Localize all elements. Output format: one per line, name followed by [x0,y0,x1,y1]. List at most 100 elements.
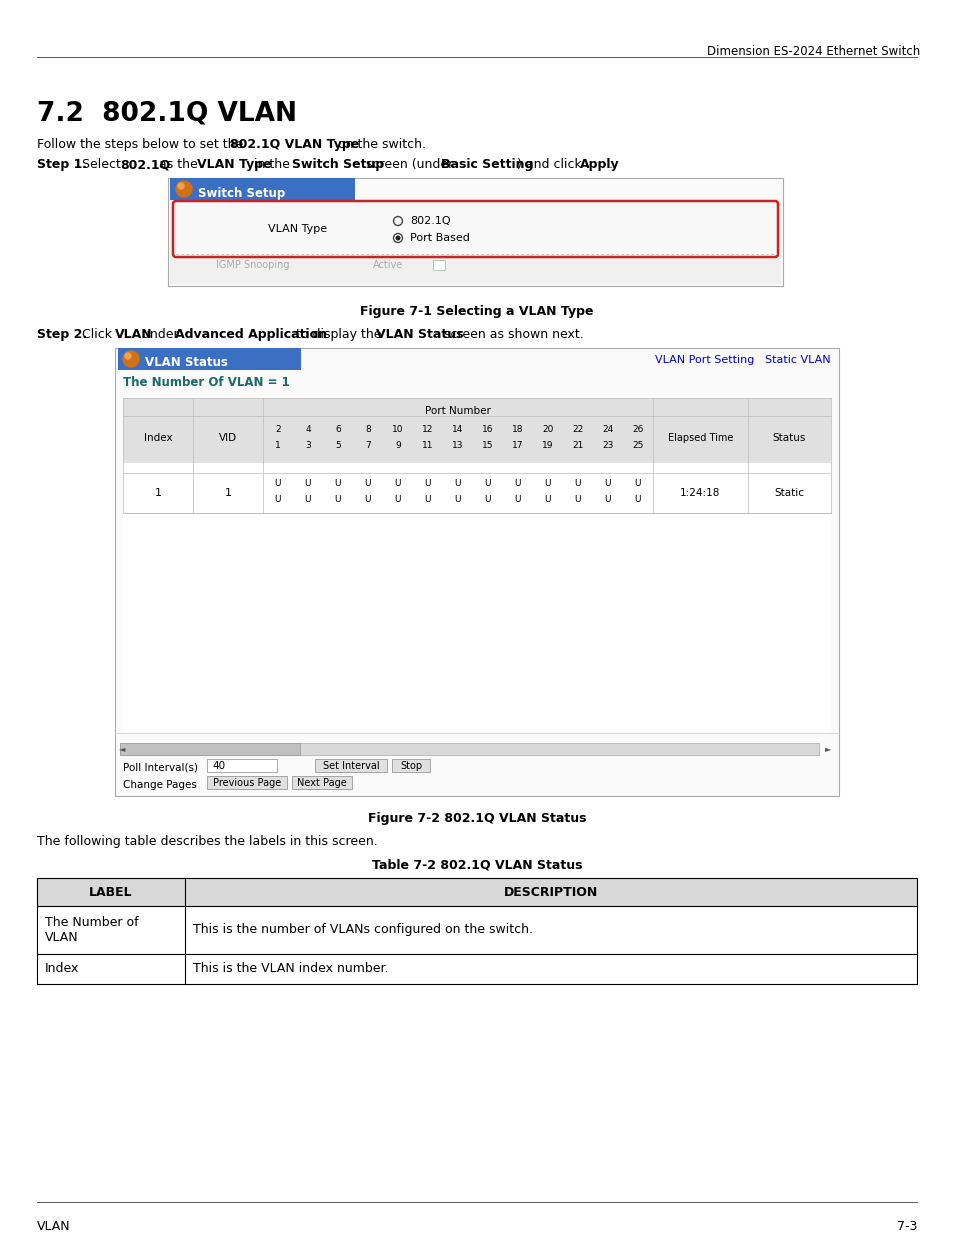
Text: VLAN: VLAN [114,329,152,341]
Text: U: U [455,478,460,488]
Text: The Number Of VLAN = 1: The Number Of VLAN = 1 [123,377,290,389]
Text: Figure 7-2 802.1Q VLAN Status: Figure 7-2 802.1Q VLAN Status [367,811,586,825]
Text: The Number of: The Number of [45,916,138,929]
Text: This is the number of VLANs configured on the switch.: This is the number of VLANs configured o… [193,924,533,936]
Circle shape [123,351,139,367]
Circle shape [178,183,184,189]
Text: under: under [138,329,183,341]
Text: DESCRIPTION: DESCRIPTION [503,885,598,899]
Text: ) and click: ) and click [517,158,585,170]
Bar [120,743,818,755]
Text: 1:24:18: 1:24:18 [679,488,720,498]
Text: Step 1.: Step 1. [37,158,87,170]
Text: U: U [304,478,311,488]
Text: U: U [574,478,580,488]
Circle shape [175,182,192,198]
Text: VLAN Port Setting: VLAN Port Setting [654,354,753,366]
Text: Basic Setting: Basic Setting [440,158,533,170]
Text: 802.1Q: 802.1Q [120,158,170,170]
Text: 1: 1 [224,488,232,498]
Text: 1: 1 [274,441,280,451]
Text: as the: as the [155,158,202,170]
Text: screen as shown next.: screen as shown next. [439,329,583,341]
Text: in the: in the [250,158,294,170]
Bar [118,348,301,370]
Text: U: U [364,478,371,488]
Text: 802.1Q: 802.1Q [410,216,450,226]
Circle shape [395,236,400,241]
FancyBboxPatch shape [172,201,778,257]
Text: 26: 26 [632,426,643,435]
Text: Status: Status [772,433,805,443]
Text: VLAN Status: VLAN Status [145,357,228,369]
Text: U: U [604,478,611,488]
Text: 10: 10 [392,426,403,435]
Text: Previous Page: Previous Page [213,778,281,788]
Text: U: U [455,494,460,504]
Text: This is the VLAN index number.: This is the VLAN index number. [193,962,388,976]
Text: 22: 22 [572,426,583,435]
Text: Index: Index [144,433,172,443]
Text: Port Number: Port Number [425,406,491,416]
Text: U: U [574,494,580,504]
Text: 7: 7 [365,441,371,451]
Text: 12: 12 [422,426,434,435]
Text: U: U [634,494,640,504]
Text: 14: 14 [452,426,463,435]
Text: U: U [424,494,431,504]
Bar [115,348,838,797]
Text: VLAN: VLAN [37,1220,71,1233]
Text: 16: 16 [482,426,494,435]
Circle shape [125,353,131,359]
Text: Elapsed Time: Elapsed Time [667,433,733,443]
Text: Stop: Stop [399,761,421,771]
Text: screen (under: screen (under [361,158,456,170]
Text: U: U [274,478,281,488]
Text: U: U [515,494,520,504]
Text: .: . [608,158,613,170]
Text: 19: 19 [541,441,553,451]
Bar [168,178,782,287]
Text: Switch Setup: Switch Setup [198,186,285,200]
Text: U: U [335,478,341,488]
Text: Dimension ES-2024 Ethernet Switch: Dimension ES-2024 Ethernet Switch [706,44,919,58]
Bar [120,743,299,755]
Text: U: U [274,494,281,504]
Text: VLAN: VLAN [45,931,78,944]
Bar [292,776,352,789]
Text: VLAN Status: VLAN Status [375,329,463,341]
Text: U: U [634,478,640,488]
Text: U: U [395,478,401,488]
Text: IGMP Snooping: IGMP Snooping [216,261,290,270]
Bar [433,261,444,270]
Text: VLAN Type: VLAN Type [268,224,327,233]
Text: 18: 18 [512,426,523,435]
Text: U: U [515,478,520,488]
Text: 4: 4 [305,426,311,435]
Text: 17: 17 [512,441,523,451]
Text: 9: 9 [395,441,400,451]
Text: 40: 40 [212,761,225,771]
Text: Apply: Apply [579,158,618,170]
Text: Table 7-2 802.1Q VLAN Status: Table 7-2 802.1Q VLAN Status [372,858,581,871]
Text: 2: 2 [274,426,280,435]
Bar [314,760,387,772]
Text: 24: 24 [601,426,613,435]
Text: Index: Index [45,962,79,976]
Text: 13: 13 [452,441,463,451]
Text: 7-3: 7-3 [896,1220,916,1233]
Text: VID: VID [218,433,236,443]
Text: VLAN Type: VLAN Type [197,158,272,170]
Text: U: U [395,494,401,504]
Text: Set Interval: Set Interval [322,761,379,771]
Text: 3: 3 [305,441,311,451]
Text: ►: ► [823,745,830,753]
Bar [123,473,830,513]
Text: Advanced Application: Advanced Application [174,329,327,341]
Text: on the switch.: on the switch. [334,138,426,151]
Bar [392,760,430,772]
Text: U: U [484,478,491,488]
Text: LABEL: LABEL [89,885,132,899]
Text: Next Page: Next Page [296,778,347,788]
Text: U: U [335,494,341,504]
